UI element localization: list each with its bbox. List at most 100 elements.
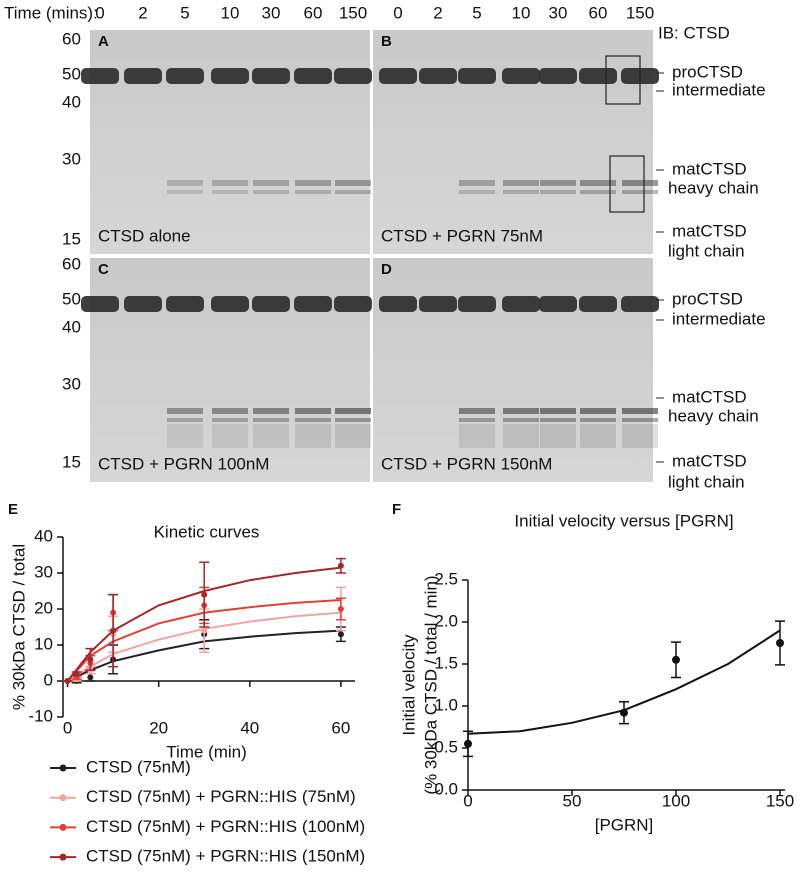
band	[212, 418, 248, 422]
panel-caption: CTSD alone	[98, 226, 191, 245]
panel-letter: A	[98, 33, 109, 50]
data-point	[201, 627, 208, 634]
time-value: 60	[589, 3, 608, 22]
band	[253, 418, 289, 422]
band	[294, 68, 332, 84]
time-value: 0	[393, 3, 402, 22]
band-label: proCTSD	[672, 289, 743, 308]
band-label: intermediate	[672, 309, 766, 328]
data-point	[337, 631, 344, 638]
band	[540, 180, 576, 186]
band	[124, 68, 162, 84]
legend-label: CTSD (75nM) + PGRN::HIS (150nM)	[86, 847, 365, 866]
band	[334, 296, 372, 312]
band	[167, 408, 203, 414]
band	[335, 180, 371, 186]
time-value: 2	[138, 3, 147, 22]
band	[540, 190, 576, 194]
band	[459, 180, 495, 186]
smear	[580, 424, 616, 448]
legend-marker	[59, 823, 67, 831]
chart-title: Initial velocity versus [PGRN]	[514, 511, 733, 530]
fit-curve	[67, 629, 341, 682]
x-tick-label: 150	[766, 791, 794, 810]
time-value: 30	[549, 3, 568, 22]
smear	[295, 424, 331, 448]
band	[580, 180, 616, 186]
band	[334, 68, 372, 84]
band	[124, 296, 162, 312]
band	[253, 180, 289, 186]
time-value: 10	[512, 3, 531, 22]
mw-marker: 60	[62, 254, 81, 273]
band-label: matCTSD	[672, 387, 747, 406]
mw-marker: 50	[62, 64, 81, 83]
smear	[253, 424, 289, 448]
band	[167, 418, 203, 422]
band	[295, 408, 331, 414]
band	[580, 418, 616, 422]
data-point	[201, 591, 208, 598]
mw-marker: 40	[62, 92, 81, 111]
band	[167, 180, 203, 186]
band-label: intermediate	[672, 80, 766, 99]
y-tick-label: 2.0	[434, 611, 458, 630]
band	[212, 180, 248, 186]
panel-letter: B	[381, 33, 392, 50]
band	[81, 68, 119, 84]
band-label: matCTSD	[672, 221, 747, 240]
section-letter: E	[8, 501, 18, 518]
legend-marker	[59, 794, 67, 802]
band	[335, 418, 371, 422]
x-tick-label: 60	[331, 718, 350, 737]
band	[295, 418, 331, 422]
band	[379, 68, 417, 84]
band	[335, 408, 371, 414]
smear	[459, 424, 495, 448]
band	[335, 190, 371, 194]
band	[579, 68, 617, 84]
y-axis-label: % 30kDa CTSD / total	[9, 544, 28, 710]
smear	[167, 424, 203, 448]
band	[253, 408, 289, 414]
band	[622, 190, 658, 194]
y-tick-label: 30	[34, 562, 53, 581]
band	[503, 190, 539, 194]
blot	[373, 30, 653, 254]
x-tick-label: 0	[63, 718, 72, 737]
band	[459, 418, 495, 422]
data-point	[337, 562, 344, 569]
band	[459, 408, 495, 414]
mw-marker: 15	[62, 452, 81, 471]
smear	[622, 424, 658, 448]
y-tick-label: 1.0	[434, 695, 458, 714]
smear	[540, 424, 576, 448]
y-tick-label: 10	[34, 634, 53, 653]
time-value: 5	[472, 3, 481, 22]
fit-curve	[67, 611, 341, 682]
band	[540, 418, 576, 422]
blot	[90, 30, 370, 254]
section-letter: F	[392, 501, 401, 518]
x-tick-label: 20	[149, 718, 168, 737]
band	[503, 418, 539, 422]
time-value: 2	[433, 3, 442, 22]
y-tick-label: 0.5	[434, 737, 458, 756]
band	[580, 408, 616, 414]
band	[503, 180, 539, 186]
time-value: 0	[95, 3, 104, 22]
band	[295, 180, 331, 186]
blot	[90, 258, 370, 482]
band-label: matCTSD	[672, 451, 747, 470]
y-tick-label: 40	[34, 526, 53, 545]
data-point	[620, 708, 628, 717]
band	[622, 180, 658, 186]
band	[294, 296, 332, 312]
legend-label: CTSD (75nM) + PGRN::HIS (75nM)	[86, 787, 356, 806]
panel-letter: C	[98, 261, 109, 278]
band-label: heavy chain	[668, 178, 759, 197]
data-point	[464, 739, 472, 748]
band	[253, 190, 289, 194]
band-label: light chain	[668, 241, 745, 260]
